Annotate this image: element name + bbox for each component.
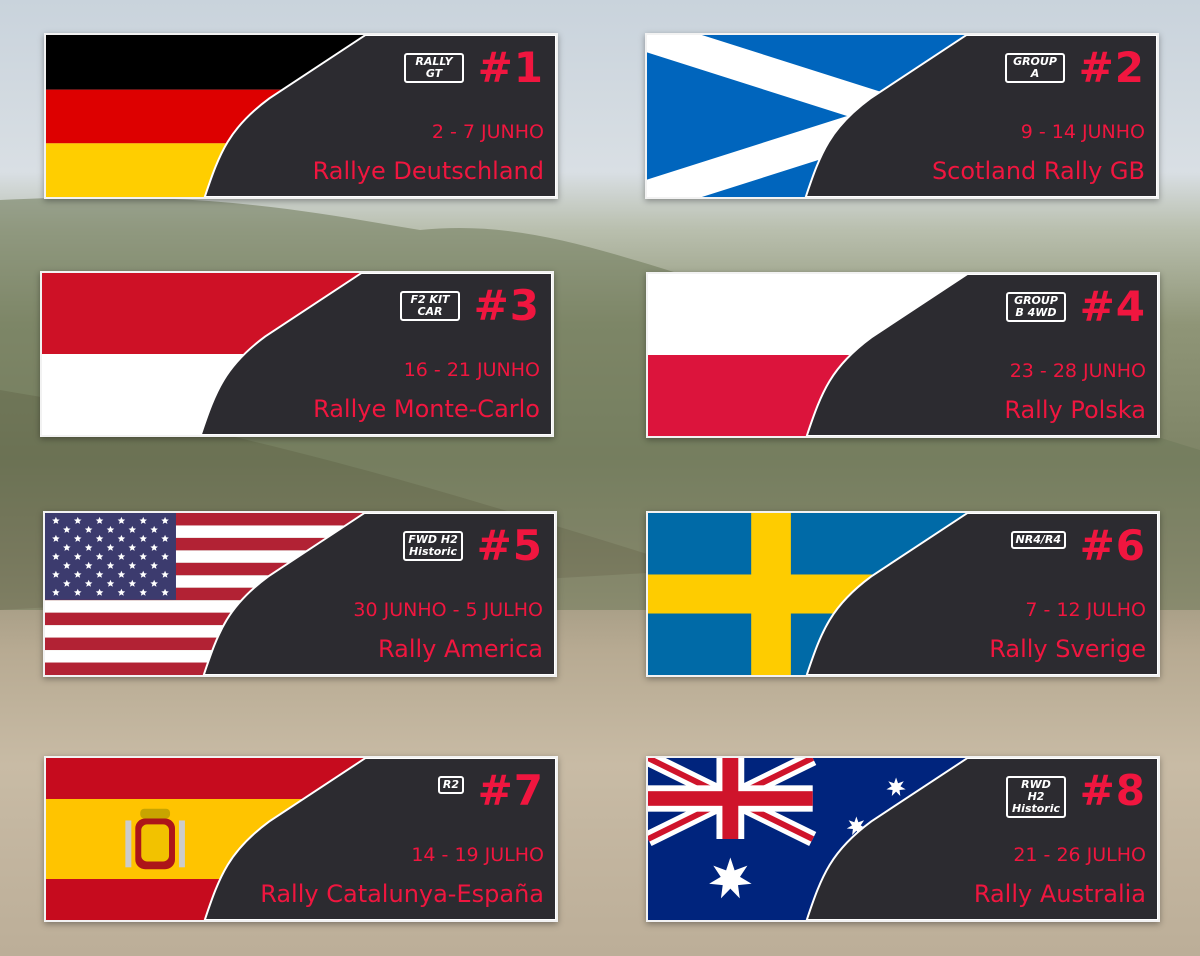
scotland-flag <box>647 35 1157 197</box>
rally-date: 14 - 19 JULHO <box>411 844 544 866</box>
rally-name: Rally Catalunya-España <box>260 880 544 908</box>
round-number: #3 <box>473 281 540 330</box>
rally-name: Rally Sverige <box>989 635 1146 663</box>
rally-name: Scotland Rally GB <box>931 157 1145 185</box>
rally-date: 16 - 21 JUNHO <box>403 359 540 381</box>
round-number: #7 <box>477 766 544 815</box>
rally-card[interactable]: RWD H2 Historic #8 21 - 26 JULHO Rally A… <box>646 756 1160 922</box>
dark-panel <box>203 35 556 197</box>
usa-flag <box>45 513 555 675</box>
rally-name: Rally Australia <box>973 880 1146 908</box>
poland-flag <box>648 274 1158 436</box>
rally-name: Rallye Monte-Carlo <box>313 395 540 423</box>
australia-flag <box>648 758 1158 920</box>
sweden-flag <box>648 513 1158 675</box>
rally-date: 9 - 14 JUNHO <box>1020 121 1145 143</box>
germany-flag <box>46 35 556 197</box>
rally-card[interactable]: F2 KIT CAR #3 16 - 21 JUNHO Rallye Monte… <box>40 271 554 437</box>
round-number: #5 <box>476 521 543 570</box>
class-logo-icon: F2 KIT CAR <box>400 291 460 321</box>
rally-name: Rally America <box>377 635 543 663</box>
dark-panel <box>805 513 1158 675</box>
monaco-flag <box>42 273 552 435</box>
rally-card[interactable]: R2 #7 14 - 19 JULHO Rally Catalunya-Espa… <box>44 756 558 922</box>
dark-panel <box>199 273 552 435</box>
round-number: #1 <box>477 43 544 92</box>
class-logo-icon: R2 <box>437 776 464 794</box>
dark-panel <box>203 758 556 920</box>
rally-date: 30 JUNHO - 5 JULHO <box>353 599 543 621</box>
dark-panel <box>805 274 1158 436</box>
dark-panel <box>805 758 1158 920</box>
round-number: #4 <box>1079 282 1146 331</box>
rally-date: 23 - 28 JUNHO <box>1009 360 1146 382</box>
rally-card[interactable]: GROUP A #2 9 - 14 JUNHO Scotland Rally G… <box>645 33 1159 199</box>
dark-panel <box>804 35 1157 197</box>
rally-card[interactable]: GROUP B 4WD #4 23 - 28 JUNHO Rally Polsk… <box>646 272 1160 438</box>
dark-panel <box>202 513 555 675</box>
rally-name: Rally Polska <box>1004 396 1146 424</box>
rally-card[interactable]: RALLY GT #1 2 - 7 JUNHO Rallye Deutschla… <box>44 33 558 199</box>
rally-date: 7 - 12 JULHO <box>1025 599 1146 621</box>
class-logo-icon: RALLY GT <box>404 53 464 83</box>
class-logo-icon: GROUP A <box>1005 53 1065 83</box>
class-logo-icon: NR4/R4 <box>1010 531 1066 549</box>
rally-card[interactable]: NR4/R4 #6 7 - 12 JULHO Rally Sverige <box>646 511 1160 677</box>
round-number: #2 <box>1078 43 1145 92</box>
class-logo-icon: GROUP B 4WD <box>1006 292 1066 322</box>
spain-flag <box>46 758 556 920</box>
rally-card[interactable]: FWD H2 Historic #5 30 JUNHO - 5 JULHO Ra… <box>43 511 557 677</box>
rally-name: Rallye Deutschland <box>312 157 544 185</box>
class-logo-icon: FWD H2 Historic <box>403 531 463 561</box>
rally-date: 2 - 7 JUNHO <box>431 121 544 143</box>
rally-date: 21 - 26 JULHO <box>1013 844 1146 866</box>
round-number: #8 <box>1079 766 1146 815</box>
round-number: #6 <box>1079 521 1146 570</box>
class-logo-icon: RWD H2 Historic <box>1006 776 1066 818</box>
